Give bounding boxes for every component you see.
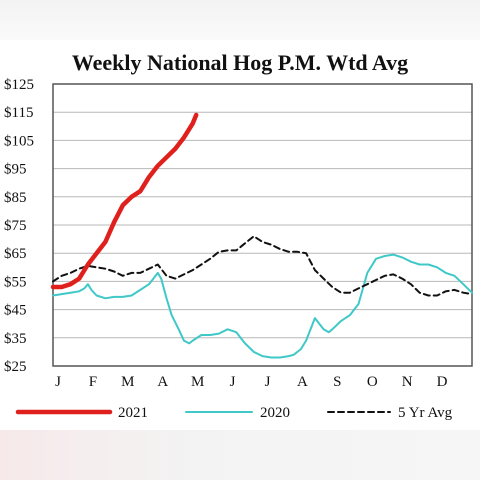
legend-label-5-yr-avg: 5 Yr Avg: [398, 405, 453, 421]
chart-card: [0, 40, 480, 430]
x-tick-label: F: [89, 374, 97, 390]
y-tick-label: $105: [4, 133, 34, 149]
x-tick-label: J: [55, 374, 61, 390]
chart-title: Weekly National Hog P.M. Wtd Avg: [71, 50, 409, 75]
x-tick-label: M: [121, 374, 134, 390]
y-tick-label: $55: [4, 274, 27, 290]
y-tick-label: $95: [4, 162, 27, 178]
y-tick-label: $125: [4, 77, 34, 93]
y-tick-label: $35: [4, 331, 27, 347]
x-tick-label: S: [333, 374, 341, 390]
y-tick-label: $65: [4, 246, 27, 262]
top-background-band: [0, 0, 480, 40]
y-tick-label: $85: [4, 190, 27, 206]
legend-label-2020: 2020: [260, 405, 290, 421]
x-tick-label: N: [402, 374, 413, 390]
x-tick-label: M: [191, 374, 204, 390]
legend-label-2021: 2021: [118, 405, 148, 421]
series-line-2020: [52, 253, 473, 359]
x-tick-label: O: [367, 374, 378, 390]
x-tick-label: A: [157, 374, 168, 390]
series-line-5-yr-avg: [52, 235, 473, 297]
y-tick-label: $75: [4, 218, 27, 234]
series-line-2021: [50, 112, 199, 290]
plot-frame: [52, 83, 473, 367]
x-tick-label: J: [265, 374, 271, 390]
x-tick-label: J: [230, 374, 236, 390]
y-tick-label: $25: [4, 359, 27, 375]
x-tick-label: A: [297, 374, 308, 390]
y-tick-label: $115: [4, 105, 33, 121]
x-tick-label: D: [437, 374, 448, 390]
y-tick-label: $45: [4, 303, 27, 319]
bottom-background-band: [0, 430, 480, 480]
